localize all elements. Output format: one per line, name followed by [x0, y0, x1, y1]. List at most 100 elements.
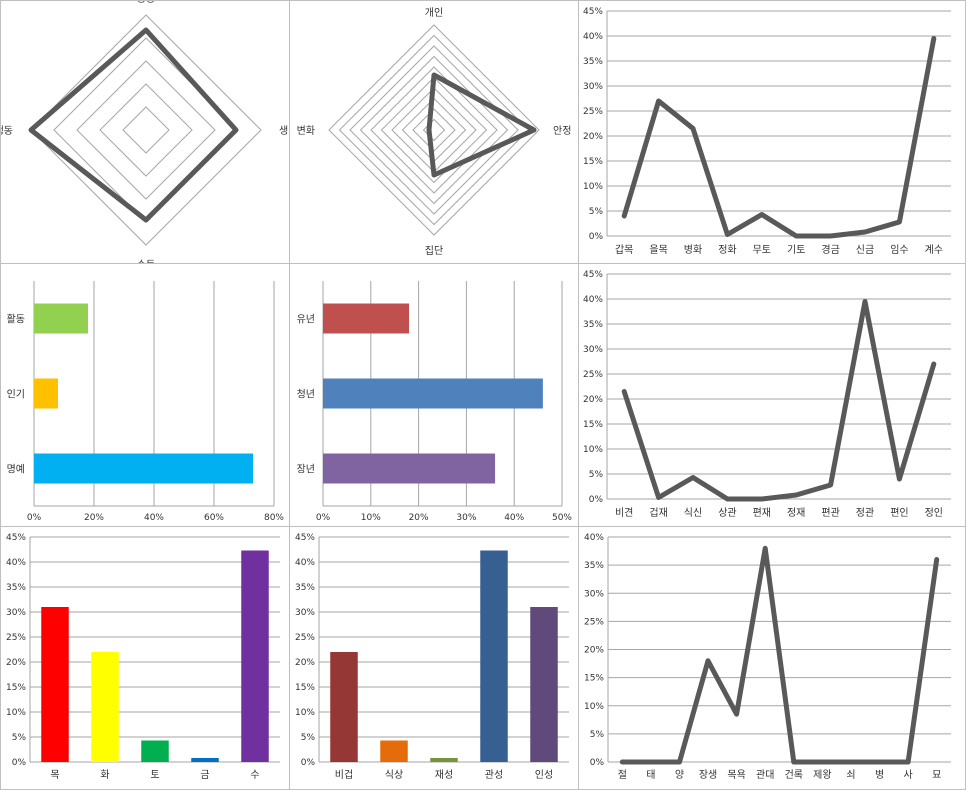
radar-grid-ring — [401, 97, 467, 163]
y-tick-label: 25% — [584, 617, 604, 627]
x-tick-label: 계수 — [925, 244, 943, 256]
x-tick-label: 을목 — [649, 244, 667, 256]
x-tick-label: 편관 — [821, 507, 839, 519]
bar — [34, 303, 88, 334]
bar — [530, 607, 558, 762]
x-tick-label: 갑목 — [615, 244, 633, 256]
y-tick-label: 5% — [589, 207, 604, 217]
radar-series-polygon — [28, 27, 239, 223]
x-tick-label: 편재 — [753, 507, 771, 519]
y-tick-label: 15% — [6, 683, 26, 693]
x-tick-label: 40% — [504, 513, 524, 523]
x-tick-label: 장생 — [699, 769, 717, 781]
x-tick-label: 토 — [150, 770, 159, 781]
chart-panel-five-elements-bar: 0% 5% 10% 15% 20% 25% 30% 35% 40% 45% 목 화 토 금 수 — [0, 526, 290, 790]
line-series — [619, 545, 940, 765]
chart-panel-disposition-radar: 능동생각수동 행동 — [0, 0, 290, 264]
bar — [323, 303, 410, 334]
y-tick-label: 35% — [6, 583, 26, 593]
y-tick-label: 30% — [295, 608, 315, 618]
x-tick-label: 0% — [316, 513, 331, 523]
x-tick-label: 병화 — [684, 244, 702, 256]
twelve-stages-line-chart: 0% 5% 10% 15% 20% 25% 30% 35% 40% 절 태 양 장생 목욕 관대 건록 제왕 쇠 병… — [584, 533, 951, 781]
x-tick-label: 편인 — [890, 507, 908, 519]
bar — [323, 378, 543, 409]
y-tick-label: 20% — [295, 658, 315, 668]
y-tick-label: 5% — [12, 733, 27, 743]
radar-grid-ring — [122, 106, 170, 154]
x-tick-label: 목욕 — [727, 769, 745, 781]
y-tick-label: 35% — [584, 561, 604, 571]
y-tick-label: 10% — [584, 702, 604, 712]
x-tick-label: 정재 — [787, 507, 805, 519]
y-tick-label: 0% — [12, 758, 27, 768]
x-tick-label: 양 — [675, 769, 684, 781]
y-tick-label: 0% — [590, 758, 605, 768]
x-tick-label: 임수 — [890, 243, 908, 256]
x-tick-label: 겁재 — [649, 507, 667, 519]
x-tick-label: 비겁 — [335, 769, 353, 781]
y-tick-label: 35% — [295, 583, 315, 593]
y-tick-label: 15% — [583, 420, 603, 430]
bar — [480, 550, 508, 762]
y-tick-label: 15% — [295, 683, 315, 693]
bar — [323, 453, 496, 484]
radar-grid-ring — [328, 24, 540, 236]
y-tick-label: 45% — [583, 270, 603, 280]
radar-axis-label: 수동 — [137, 259, 155, 264]
y-tick-label: 40% — [583, 32, 603, 42]
x-tick-label: 쇠 — [846, 769, 855, 781]
bar — [41, 607, 69, 762]
x-tick-label: 경금 — [821, 243, 839, 256]
y-category-label: 명예 — [7, 464, 25, 476]
chart-panel-age-bar: 0% 10% 20% 30% 40% 50% 유년 청년 장년 — [289, 263, 579, 527]
radar-series-polygon — [426, 72, 537, 178]
y-tick-label: 5% — [590, 730, 605, 740]
x-tick-label: 식신 — [684, 507, 702, 519]
five-elements-bar-chart: 0% 5% 10% 15% 20% 25% 30% 35% 40% 45% 목 화 토 금 수 — [6, 533, 280, 781]
bar — [380, 740, 408, 762]
y-tick-label: 45% — [295, 533, 315, 543]
x-tick-label: 80% — [264, 513, 284, 523]
ten-god-groups-bar-chart: 0% 5% 10% 15% 20% 25% 30% 35% 40% 45% 비겁 식상 재성 관성 인성 — [295, 533, 569, 781]
x-tick-label: 50% — [552, 513, 572, 523]
radar-grid-ring — [338, 34, 530, 226]
radar-grid-ring — [349, 45, 519, 215]
bar — [34, 378, 58, 409]
x-tick-label: 목 — [50, 769, 59, 781]
chart-panel-stems-line: 0% 5% 10% 15% 20% 25% 30% 35% 40% 45% 갑목 을목 병화 정화 무토 기토… — [578, 0, 966, 264]
radar-grid-ring — [380, 76, 488, 184]
x-tick-label: 10% — [361, 513, 381, 523]
line-series — [621, 36, 937, 239]
chart-panel-twelve-stages-line: 0% 5% 10% 15% 20% 25% 30% 35% 40% 절 태 양 장생 목욕 관대 건록 제왕 쇠 병… — [578, 526, 966, 790]
radar-grid-ring — [370, 66, 498, 194]
y-tick-label: 30% — [584, 589, 604, 599]
x-tick-label: 병 — [875, 769, 884, 781]
y-tick-label: 5% — [301, 733, 316, 743]
radar-axis-label: 안정 — [553, 125, 571, 137]
y-tick-label: 45% — [6, 533, 26, 543]
y-category-label: 활동 — [7, 313, 25, 326]
y-tick-label: 40% — [584, 533, 604, 543]
x-tick-label: 정인 — [925, 507, 943, 519]
radar-axis-label: 행동 — [1, 125, 13, 137]
y-tick-label: 25% — [583, 107, 603, 117]
y-tick-label: 20% — [583, 132, 603, 142]
radar-grid-ring — [30, 14, 262, 246]
x-tick-label: 정관 — [856, 507, 874, 519]
chart-panel-activity-bar: 0% 20% 40% 60% 80% 활동 인기 명예 — [0, 263, 290, 527]
x-tick-label: 60% — [204, 513, 224, 523]
y-category-label: 인기 — [7, 389, 25, 401]
x-tick-label: 40% — [144, 513, 164, 523]
y-tick-label: 30% — [6, 608, 26, 618]
x-tick-label: 금 — [200, 769, 209, 781]
x-tick-label: 무토 — [753, 245, 771, 256]
chart-panel-ten-gods-line: 0% 5% 10% 15% 20% 25% 30% 35% 40% 45% 비견 겁재 식신 상관 편재 정재… — [578, 263, 966, 527]
line-series — [621, 299, 937, 502]
radar-grid-ring — [53, 37, 239, 223]
y-tick-label: 10% — [6, 708, 26, 718]
y-tick-label: 10% — [295, 708, 315, 718]
x-tick-label: 식상 — [385, 769, 403, 781]
radar-grid-ring — [76, 60, 216, 200]
